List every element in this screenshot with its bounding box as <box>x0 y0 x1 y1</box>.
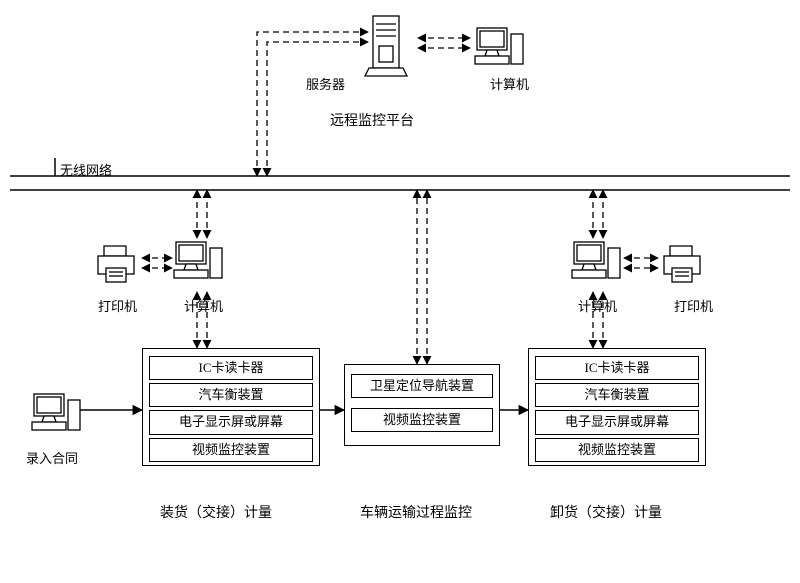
left-printer-icon <box>98 246 134 282</box>
left-computer-label: 计算机 <box>184 296 223 315</box>
right-printer-label: 打印机 <box>674 296 713 315</box>
right-pc-network <box>593 190 603 238</box>
transport-box: 卫星定位导航装置 视频监控装置 <box>344 364 500 446</box>
transport-to-network <box>417 190 427 364</box>
server-label: 服务器 <box>306 74 345 93</box>
top-computer-label: 计算机 <box>490 74 529 93</box>
wireless-network-label: 无线网络 <box>60 160 112 179</box>
network-to-server <box>257 32 368 176</box>
unloading-row-2: 电子显示屏或屏幕 <box>535 410 699 434</box>
right-pc-printer <box>624 258 658 268</box>
top-computer-icon <box>475 28 523 64</box>
right-printer-icon <box>664 246 700 282</box>
loading-caption: 装货（交接）计量 <box>160 502 272 522</box>
loading-row-1: 汽车衡装置 <box>149 383 313 407</box>
unloading-box: IC卡读卡器 汽车衡装置 电子显示屏或屏幕 视频监控装置 <box>528 348 706 466</box>
unloading-caption: 卸货（交接）计量 <box>550 502 662 522</box>
platform-label: 远程监控平台 <box>330 110 414 130</box>
loading-row-2: 电子显示屏或屏幕 <box>149 410 313 434</box>
loading-row-0: IC卡读卡器 <box>149 356 313 380</box>
unloading-row-1: 汽车衡装置 <box>535 383 699 407</box>
unloading-row-0: IC卡读卡器 <box>535 356 699 380</box>
server-icon <box>365 16 407 76</box>
left-printer-label: 打印机 <box>98 296 137 315</box>
contract-computer-icon <box>32 394 80 430</box>
transport-row-0: 卫星定位导航装置 <box>351 374 493 398</box>
transport-caption: 车辆运输过程监控 <box>360 502 472 522</box>
left-computer-icon <box>174 242 222 278</box>
transport-row-1: 视频监控装置 <box>351 408 493 432</box>
right-computer-label: 计算机 <box>578 296 617 315</box>
left-pc-printer <box>142 258 172 268</box>
right-computer-icon <box>572 242 620 278</box>
loading-row-3: 视频监控装置 <box>149 438 313 462</box>
unloading-row-3: 视频监控装置 <box>535 438 699 462</box>
left-pc-network <box>197 190 207 238</box>
loading-box: IC卡读卡器 汽车衡装置 电子显示屏或屏幕 视频监控装置 <box>142 348 320 466</box>
contract-label: 录入合同 <box>26 448 78 467</box>
server-to-computer <box>418 38 470 48</box>
